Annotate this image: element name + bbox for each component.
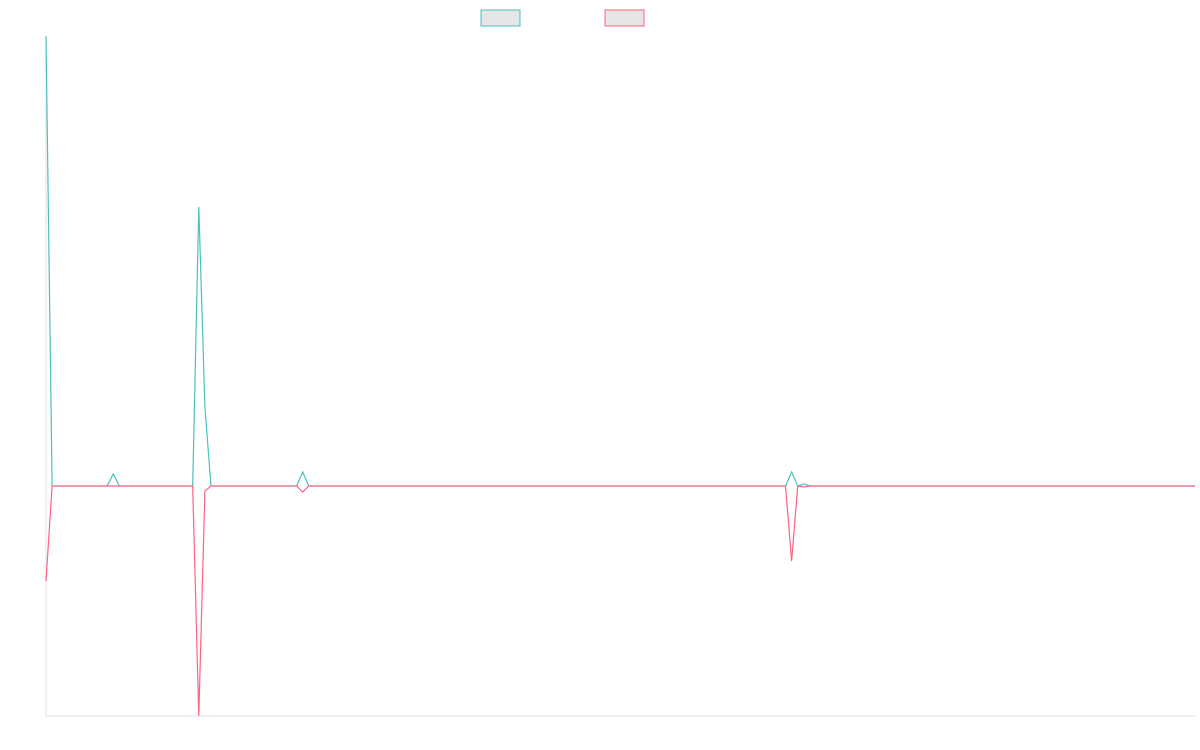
legend-swatch	[604, 9, 645, 27]
series-line	[45, 485, 1195, 717]
legend-swatch	[480, 9, 521, 27]
series-line	[45, 35, 1195, 487]
